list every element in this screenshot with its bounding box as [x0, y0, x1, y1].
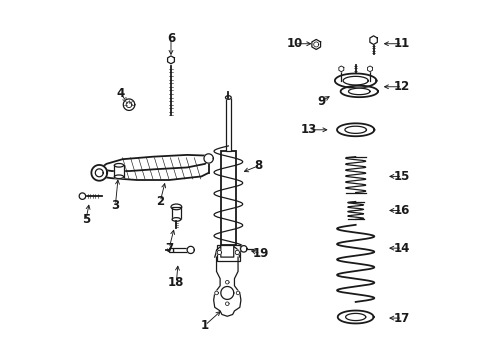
Polygon shape — [240, 246, 246, 252]
Bar — [221, 151, 235, 244]
Polygon shape — [367, 66, 372, 72]
Polygon shape — [348, 88, 369, 95]
Polygon shape — [214, 291, 218, 295]
Ellipse shape — [114, 175, 123, 179]
Text: 8: 8 — [254, 159, 263, 172]
Polygon shape — [123, 99, 135, 111]
Ellipse shape — [171, 204, 182, 210]
Ellipse shape — [225, 96, 231, 99]
Polygon shape — [99, 155, 208, 171]
Polygon shape — [79, 193, 85, 199]
Polygon shape — [213, 257, 241, 316]
Bar — [217, 244, 239, 261]
Bar — [172, 207, 180, 220]
Text: 3: 3 — [111, 199, 119, 212]
Polygon shape — [345, 314, 365, 320]
Text: 2: 2 — [156, 195, 164, 208]
Polygon shape — [225, 280, 228, 284]
Bar — [173, 248, 187, 252]
Polygon shape — [225, 302, 228, 306]
Text: 16: 16 — [393, 204, 409, 217]
Text: 4: 4 — [117, 87, 124, 100]
Polygon shape — [343, 76, 367, 85]
Bar — [225, 98, 230, 151]
Text: 5: 5 — [81, 213, 90, 226]
Text: 6: 6 — [166, 32, 175, 45]
Text: 17: 17 — [393, 311, 409, 325]
Polygon shape — [337, 311, 373, 323]
Polygon shape — [338, 66, 343, 72]
Polygon shape — [311, 40, 320, 49]
Polygon shape — [221, 287, 233, 300]
Polygon shape — [344, 126, 366, 133]
Ellipse shape — [172, 218, 180, 221]
Text: 15: 15 — [393, 170, 409, 183]
Polygon shape — [313, 42, 318, 47]
Text: 7: 7 — [165, 242, 173, 255]
Polygon shape — [334, 73, 376, 88]
Polygon shape — [214, 246, 239, 257]
Text: 13: 13 — [300, 123, 317, 136]
Text: 10: 10 — [286, 37, 302, 50]
Polygon shape — [235, 250, 239, 255]
Text: 19: 19 — [252, 247, 268, 260]
Text: 1: 1 — [201, 319, 209, 332]
Ellipse shape — [114, 163, 123, 167]
Polygon shape — [336, 123, 373, 136]
Polygon shape — [167, 56, 174, 64]
Polygon shape — [91, 165, 107, 181]
Text: 11: 11 — [393, 37, 409, 50]
Bar — [114, 165, 123, 177]
Polygon shape — [126, 102, 132, 108]
Polygon shape — [340, 86, 377, 97]
Polygon shape — [95, 169, 103, 177]
Text: 12: 12 — [393, 80, 409, 93]
Polygon shape — [187, 246, 194, 253]
Polygon shape — [369, 36, 377, 44]
Polygon shape — [203, 154, 213, 163]
Bar — [169, 248, 172, 252]
Text: 9: 9 — [317, 95, 325, 108]
Text: 14: 14 — [393, 242, 409, 255]
Polygon shape — [217, 250, 221, 255]
Polygon shape — [236, 291, 239, 295]
Text: 18: 18 — [168, 276, 184, 289]
